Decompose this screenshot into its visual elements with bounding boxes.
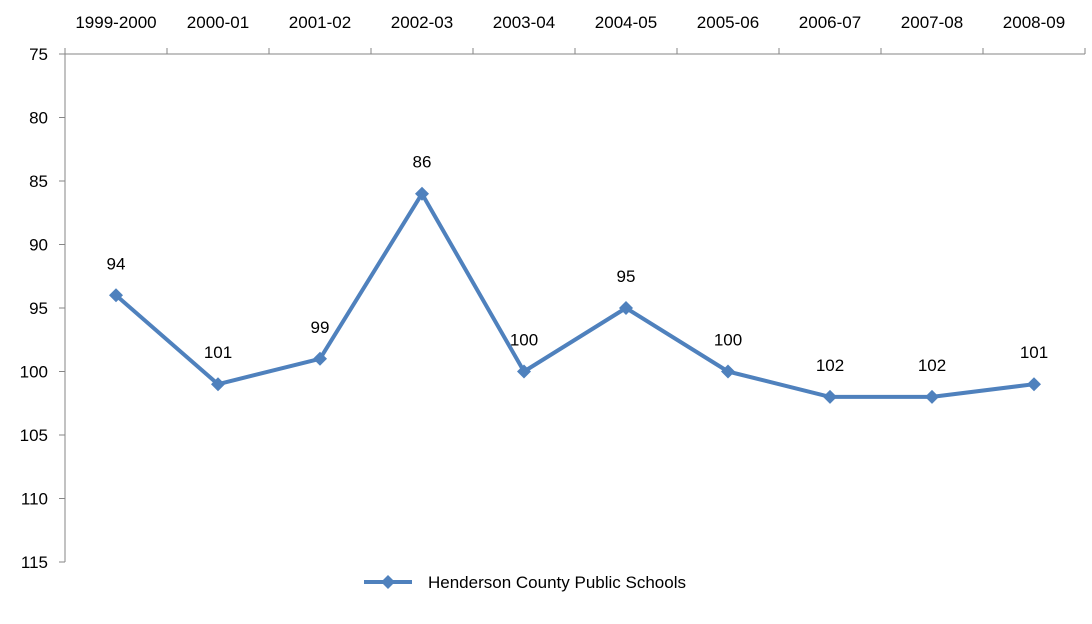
y-tick-label: 105 [20, 426, 48, 445]
x-tick-label: 2001-02 [289, 13, 351, 32]
y-tick-label: 90 [29, 236, 48, 255]
data-point-marker [415, 186, 429, 201]
data-label: 102 [918, 356, 946, 375]
data-labels: 94 101 99 86 100 95 100 102 102 101 [107, 153, 1049, 375]
y-tick-labels: 75 80 85 90 95 100 105 110 115 [20, 45, 48, 572]
y-tick-label: 115 [21, 553, 48, 572]
x-tick-label: 2004-05 [595, 13, 657, 32]
legend: Henderson County Public Schools [364, 573, 686, 592]
data-label: 101 [204, 343, 232, 362]
x-tick-label: 1999-2000 [75, 13, 156, 32]
axes [59, 48, 1086, 563]
x-tick-label: 2006-07 [799, 13, 861, 32]
x-tick-label: 2007-08 [901, 13, 963, 32]
data-label: 99 [311, 318, 330, 337]
data-point-marker [517, 364, 531, 379]
data-label: 100 [714, 331, 742, 350]
x-tick-label: 2003-04 [493, 13, 555, 32]
x-tick-label: 2008-09 [1003, 13, 1065, 32]
data-label: 94 [107, 254, 126, 273]
data-point-marker [925, 389, 939, 404]
series-group [109, 186, 1041, 404]
y-tick-label: 100 [20, 363, 48, 382]
data-point-marker [313, 351, 327, 366]
data-point-marker [1027, 377, 1041, 392]
x-tick-label: 2005-06 [697, 13, 759, 32]
data-point-marker [109, 288, 123, 303]
y-tick-label: 95 [29, 299, 48, 318]
legend-diamond-marker [381, 575, 395, 589]
data-label: 101 [1020, 343, 1048, 362]
data-label: 86 [413, 153, 432, 172]
data-point-marker [823, 389, 837, 404]
y-tick-label: 80 [29, 109, 48, 128]
data-point-marker [721, 364, 735, 379]
x-tick-label: 2002-03 [391, 13, 453, 32]
data-label: 102 [816, 356, 844, 375]
data-label: 100 [510, 331, 538, 350]
y-tick-label: 75 [29, 45, 48, 64]
data-point-marker [211, 377, 225, 392]
data-point-marker [619, 301, 633, 315]
data-label: 95 [617, 267, 636, 286]
legend-label: Henderson County Public Schools [428, 573, 686, 592]
y-tick-label: 85 [29, 172, 48, 191]
series-line [114, 191, 1035, 399]
y-tick-label: 110 [21, 490, 48, 509]
x-tick-labels: 1999-2000 2000-01 2001-02 2002-03 2003-04 200… [75, 13, 1065, 32]
x-tick-label: 2000-01 [187, 13, 249, 32]
